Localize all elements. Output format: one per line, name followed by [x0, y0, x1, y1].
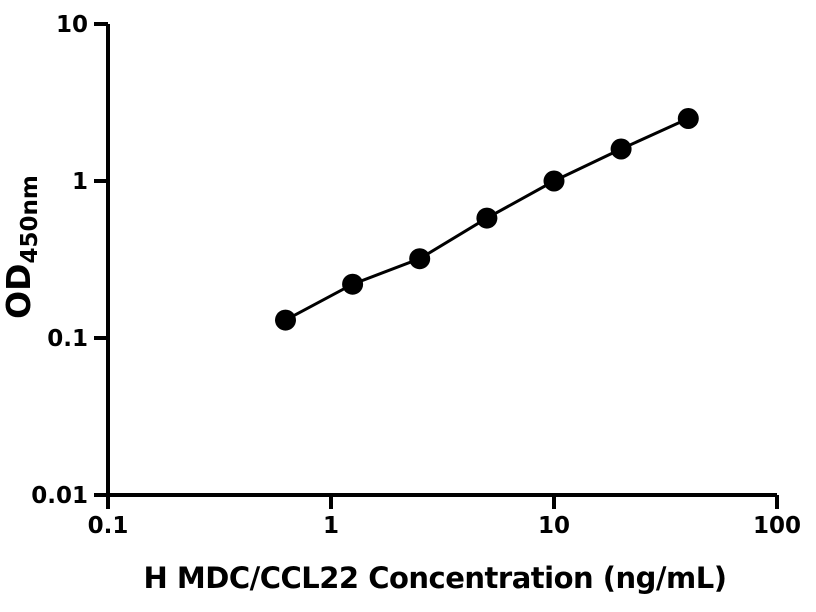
- data-point: [677, 108, 699, 129]
- data-point: [610, 138, 632, 160]
- data-point: [476, 207, 498, 229]
- y-tick-label: 0.1: [47, 326, 88, 352]
- x-axis-title: H MDC/CCL22 Concentration (ng/mL): [144, 561, 727, 595]
- data-point: [275, 309, 296, 331]
- axis-ticks: [94, 22, 779, 509]
- y-tick-label: 10: [56, 12, 88, 38]
- x-tick-label: 10: [538, 513, 570, 539]
- y-axis-title-main: OD: [0, 263, 38, 318]
- x-tick-label: 0.1: [88, 513, 129, 539]
- data-point: [409, 248, 431, 270]
- axes: [106, 24, 777, 497]
- y-axis-title-subscript: 450nm: [17, 175, 43, 263]
- data-point: [543, 170, 565, 192]
- y-axis-title: OD450nm: [0, 175, 43, 319]
- data-series: [275, 108, 699, 331]
- x-tick-label: 1: [323, 513, 339, 539]
- y-tick-label: 1: [72, 169, 88, 195]
- x-tick-label: 100: [753, 513, 801, 539]
- y-tick-label: 0.01: [31, 483, 88, 509]
- data-point: [342, 273, 364, 295]
